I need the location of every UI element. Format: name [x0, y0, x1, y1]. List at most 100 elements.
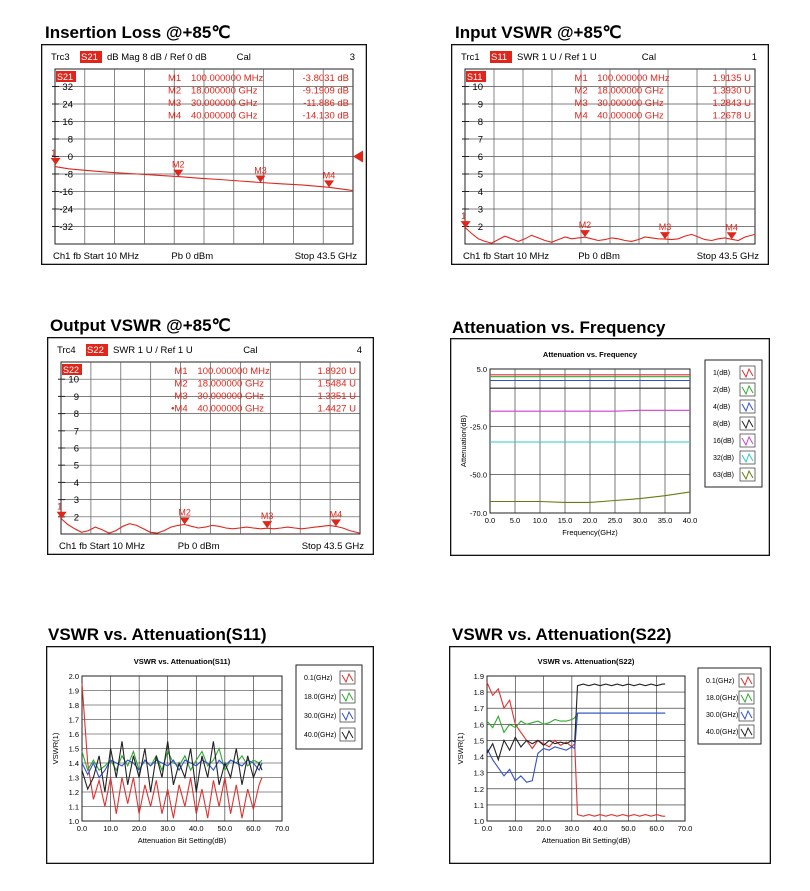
plot-series-line: [81, 741, 263, 793]
vna-marker-freq: 40.000000 GHz: [191, 111, 258, 122]
vna-ytick-label: -8: [65, 170, 73, 181]
vna-ytick-label: 10: [68, 375, 79, 386]
vna-trace-line: [54, 166, 354, 192]
plot-xtick-label: 30.0: [565, 824, 580, 833]
plot-xtick-label: 40.0: [593, 824, 608, 833]
plot-xtick-label: 40.0: [189, 824, 204, 833]
plot-legend-swatch-line: [741, 452, 754, 464]
vna-ref-tag-label: S22: [63, 365, 79, 375]
vna-marker-tag: M2: [172, 160, 185, 170]
plot-legend-label: 16(dB): [713, 438, 734, 445]
vna-marker-tag: M4: [323, 170, 336, 180]
vna-channel-number: 4: [357, 345, 362, 356]
vna-cal-label: Cal: [243, 345, 257, 356]
vna-ytick-label: 10: [472, 82, 483, 93]
vna-marker-value: 1.3930 U: [712, 86, 751, 97]
plot-legend-label: 18.0(GHz): [304, 694, 336, 701]
vna-marker-triangle: [56, 511, 67, 519]
vna-marker-tag: 1: [461, 211, 466, 221]
vna-ytick-label: -24: [59, 205, 73, 216]
insertion-loss-vna-screen: Trc3 S21 dB Mag 8 dB / Ref 0 dB Cal 3 32 24 16 8…: [41, 44, 367, 265]
plot-axes-box: [489, 368, 691, 514]
vna-ytick-label: 2: [478, 222, 483, 233]
vna-ytick-label: -16: [59, 187, 73, 198]
plot-ytick-label: 1.7: [69, 716, 79, 725]
vna-marker-tag: 1: [51, 148, 56, 158]
vna-param-badge: [80, 51, 102, 63]
vna-marker-freq: 40.000000 GHz: [197, 404, 264, 415]
plot-xtick-label: 50.0: [218, 824, 233, 833]
plot-legend-swatch-line: [341, 672, 354, 684]
plot-legend-label: 0.1(GHz): [304, 675, 332, 682]
vna-marker-triangle: [173, 169, 184, 177]
plot-ylabel: VSWR(1): [51, 732, 60, 764]
vna-ytick-label: 3: [478, 205, 483, 216]
plot-ytick-label: -50.0: [470, 471, 487, 480]
insertion-loss-title: Insertion Loss @+85℃: [45, 23, 231, 42]
plot-xtick-label: 70.0: [275, 824, 290, 833]
plot-xtick-label: 60.0: [649, 824, 664, 833]
vna-marker-freq: 30.000000 GHz: [597, 98, 664, 109]
plot-legend-label: 63(dB): [713, 472, 734, 479]
vna-marker-name: M2: [174, 379, 187, 390]
plot-xlabel: Attenuation Bit Setting(dB): [542, 836, 631, 845]
plot-xtick-label: 20.0: [132, 824, 147, 833]
vna-ytick-label: 8: [74, 409, 79, 420]
vna-ytick-label: 7: [74, 426, 79, 437]
vna-marker-triangle: [330, 519, 341, 527]
plot-ytick-label: 1.3: [69, 774, 79, 783]
vna-channel-number: 1: [752, 52, 757, 63]
plot-legend-label: 4(dB): [713, 404, 730, 411]
plot-series-line: [490, 491, 691, 503]
plot-ytick-label: 1.6: [474, 720, 484, 729]
plot-ytick-label: 1.8: [69, 701, 79, 710]
vna-marker-tag: 1: [57, 502, 62, 512]
vswr-s22-chart: VSWR vs. Attenuation(S22) 0.0 10.0 20.0 30.0…: [449, 646, 771, 864]
vna-marker-freq: 18.000000 GHz: [197, 379, 264, 390]
vna-ytick-label: -32: [59, 222, 73, 233]
vna-marker-freq: 30.000000 GHz: [191, 98, 258, 109]
plot-legend-swatch-line: [741, 401, 754, 413]
vna-ytick-label: 9: [74, 392, 79, 403]
vna-marker-name: M4: [575, 111, 588, 122]
plot-xtick-label: 0.0: [77, 824, 87, 833]
vna-marker-triangle: [659, 232, 670, 240]
vna-marker-freq: 18.000000 GHz: [597, 86, 664, 97]
plot-legend-label: 32(dB): [713, 455, 734, 462]
plot-ylabel: Attenuation(dB): [459, 414, 468, 467]
plot-ytick-label: 1.0: [474, 817, 484, 826]
plot-xtick-label: 20.0: [536, 824, 551, 833]
vna-marker-value: 1.8920 U: [317, 366, 356, 377]
vna-marker-value: 1.2678 U: [712, 111, 751, 122]
vna-param-label: S11: [491, 52, 507, 63]
vna-marker-name: M1: [174, 366, 187, 377]
vna-marker-value: 1.4427 U: [317, 404, 356, 415]
plot-xtick-label: 40.0: [683, 516, 698, 525]
vna-ytick-label: 6: [478, 152, 483, 163]
vna-ytick-label: 7: [478, 135, 483, 146]
plot-ytick-label: 1.9: [69, 687, 79, 696]
plot-xtick-label: 50.0: [621, 824, 636, 833]
plot-legend-label: 8(dB): [713, 421, 730, 428]
plot-ytick-label: 1.7: [474, 704, 484, 713]
plot-ytick-label: 1.3: [474, 769, 484, 778]
vna-marker-tag: M3: [261, 511, 274, 521]
vna-marker-value: 1.5484 U: [317, 379, 356, 390]
plot-legend-swatch-line: [740, 675, 753, 687]
vna-ref-tag: [62, 364, 82, 375]
vna-ytick-label: 0: [68, 152, 73, 163]
attenuation-freq-title: Attenuation vs. Frequency: [452, 318, 666, 337]
vna-ytick-label: 5: [74, 461, 79, 472]
vna-ytick-label: 32: [62, 82, 73, 93]
vna-marker-freq: 100.000000 MHz: [191, 73, 264, 84]
plot-ytick-label: 1.4: [474, 753, 484, 762]
vna-footer-start: Ch1 fb Start 10 MHz: [463, 251, 549, 262]
plot-ytick-label: 1.2: [69, 788, 79, 797]
vna-marker-name: M1: [575, 73, 588, 84]
plot-legend-label: 0.1(GHz): [706, 678, 734, 685]
vna-ytick-label: 9: [478, 100, 483, 111]
vna-ytick-label: 4: [478, 187, 483, 198]
plot-legend-swatch-line: [741, 367, 754, 379]
vna-marker-triangle: [50, 157, 61, 165]
vna-marker-name: M2: [575, 86, 588, 97]
